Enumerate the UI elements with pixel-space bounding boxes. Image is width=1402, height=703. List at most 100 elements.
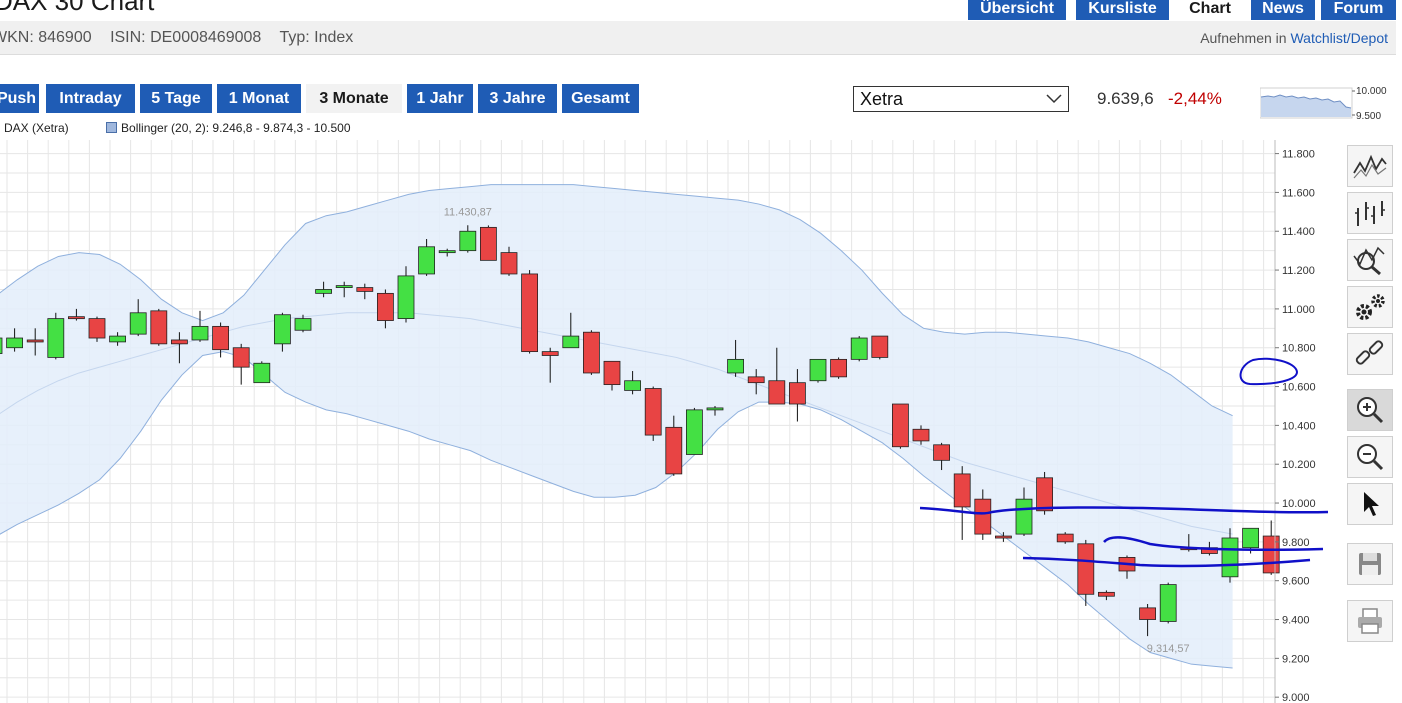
range-5-tage-button[interactable]: 5 Tage: [140, 84, 212, 113]
candle-body: [6, 337, 23, 349]
candle-body: [68, 316, 85, 320]
candle: [933, 442, 950, 471]
save-icon: [1359, 553, 1381, 575]
tab-kursliste[interactable]: Kursliste: [1076, 0, 1169, 20]
candle-body: [479, 226, 497, 261]
candle: [0, 337, 3, 354]
candle-body: [706, 407, 724, 411]
price-chart[interactable]: 11.800 11.600 11.400 11.200 11.000 10.800 10.6…: [0, 140, 1340, 703]
candle: [974, 489, 992, 540]
tab-uebersicht[interactable]: Übersicht: [968, 0, 1066, 20]
settings-button[interactable]: [1347, 286, 1393, 328]
y-tick-label: 10.000: [1282, 498, 1316, 510]
candle: [459, 225, 477, 253]
exchange-select[interactable]: Xetra: [853, 86, 1069, 112]
tab-chart[interactable]: Chart: [1179, 0, 1241, 20]
settings-icon: [1356, 294, 1385, 320]
candle: [789, 369, 806, 422]
indicator-button[interactable]: [1347, 239, 1393, 281]
range-1-jahr-button[interactable]: 1 Jahr: [407, 84, 473, 113]
bollinger-lower-line: [0, 351, 1233, 669]
candle-body: [727, 358, 744, 374]
extreme-value-label: 9.314,57: [1147, 643, 1190, 655]
pointer-button[interactable]: [1347, 483, 1393, 525]
candle: [376, 289, 394, 329]
candle-body: [768, 380, 786, 405]
bollinger-band-area: [0, 184, 1233, 669]
candle: [624, 371, 641, 395]
candle: [1056, 532, 1074, 544]
candle: [479, 225, 497, 261]
candle: [68, 308, 85, 321]
candle-body: [500, 252, 518, 275]
pointer-icon: [1364, 492, 1379, 516]
candle-body: [1221, 537, 1239, 578]
candle-body: [170, 339, 188, 345]
candle-body: [88, 318, 106, 339]
range-1-monat-button[interactable]: 1 Monat: [217, 84, 301, 113]
mini-chart-graph: 10.000 9.500: [1259, 86, 1387, 122]
candle: [809, 358, 827, 383]
y-tick-label: 11.400: [1282, 226, 1315, 238]
legend-bollinger-text: Bollinger (20, 2): 9.246,8 - 9.874,3 - 1…: [121, 121, 351, 135]
range-3-monate-button[interactable]: 3 Monate: [306, 84, 402, 113]
print-button[interactable]: [1347, 600, 1393, 642]
candle: [1077, 539, 1095, 606]
ohlc-chart-icon: [1355, 201, 1385, 226]
candle: [830, 357, 847, 379]
drawn-support-line-lower: [1022, 556, 1311, 568]
mini-chart[interactable]: 10.000 9.500: [1259, 84, 1400, 122]
candle-body: [603, 360, 621, 386]
candle: [562, 312, 580, 349]
isin-label: ISIN: DE0008469008: [110, 29, 262, 46]
legend-series: DAX (Xetra): [4, 121, 69, 135]
candle-body: [335, 285, 353, 289]
candle-body: [212, 325, 230, 351]
ohlc-chart-button[interactable]: [1347, 192, 1393, 234]
candle: [212, 322, 230, 358]
drawn-support-line-upper: [919, 506, 1329, 515]
zoom-in-button[interactable]: [1347, 389, 1393, 431]
candle: [1098, 590, 1115, 601]
range-push-button[interactable]: Push: [0, 84, 39, 113]
candle: [871, 335, 889, 360]
candle: [500, 246, 518, 276]
candle: [397, 266, 415, 323]
candle: [273, 312, 291, 352]
bollinger-swatch: [106, 122, 118, 133]
candle: [191, 310, 209, 342]
candle: [294, 314, 312, 333]
watchlist-link[interactable]: Watchlist/Depot: [1290, 30, 1388, 46]
candle-body: [273, 314, 291, 345]
drawn-circle-mark: [1239, 357, 1299, 386]
candle: [253, 361, 271, 384]
range-gesamt-button[interactable]: Gesamt: [562, 84, 639, 113]
candle: [583, 330, 600, 375]
candle: [109, 332, 126, 346]
save-button[interactable]: [1347, 543, 1393, 585]
range-intraday-button[interactable]: Intraday: [46, 84, 135, 113]
range-3-jahre-button[interactable]: 3 Jahre: [478, 84, 557, 113]
candle-body: [583, 331, 600, 374]
candle-body: [562, 335, 580, 349]
candle: [727, 339, 744, 377]
candle-body: [933, 444, 950, 461]
zoom-out-button[interactable]: [1347, 436, 1393, 478]
candle-body: [1139, 607, 1156, 620]
candle-body: [871, 335, 889, 358]
candle-body: [26, 339, 44, 343]
y-tick-label: 10.800: [1282, 343, 1316, 355]
candle-body: [747, 376, 765, 384]
tab-forum[interactable]: Forum: [1321, 0, 1396, 20]
chart-legend: DAX (Xetra) Bollinger (20, 2): 9.246,8 -…: [0, 121, 351, 135]
candle-body: [1159, 584, 1177, 622]
candle-body: [789, 382, 806, 405]
line-chart-button[interactable]: [1347, 145, 1393, 187]
tab-news[interactable]: News: [1251, 0, 1315, 20]
candle-body: [644, 388, 662, 436]
candle: [418, 239, 436, 276]
candle-body: [995, 535, 1012, 539]
zoom-in-icon: [1357, 397, 1384, 424]
link-button[interactable]: [1347, 333, 1393, 375]
candle-body: [397, 275, 415, 320]
